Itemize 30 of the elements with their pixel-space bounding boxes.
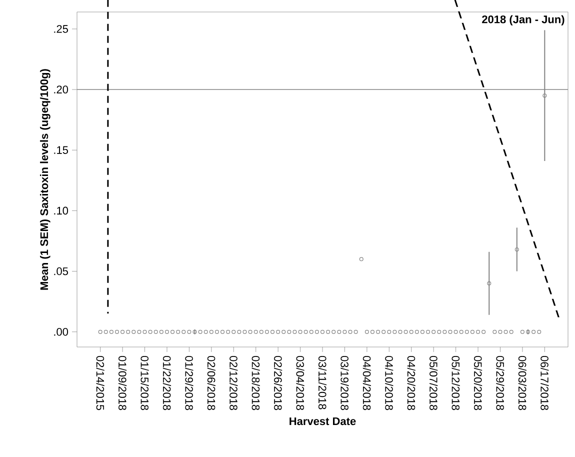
y-axis-title: Mean (1 SEM) Saxitoxin levels (ugeq/100g) [40,69,50,290]
x-tick-label: 02/06/2018 [207,356,216,410]
x-tick-label: 02/26/2018 [274,356,282,410]
x-tick-label: 06/03/2018 [518,356,526,410]
x-tick-label: 02/14/2015 [96,356,104,410]
y-tick-label: .25 [54,25,68,33]
x-axis-title: Harvest Date [290,417,356,426]
x-tick-label: 03/04/2018 [296,356,304,410]
annotation: 2018 (Jan - Jun) [482,15,564,26]
y-tick-label: .05 [54,267,68,276]
x-tick-label: 04/20/2018 [407,356,416,410]
x-tick-label: 04/04/2018 [362,356,371,410]
x-tick-label: 02/18/2018 [252,356,260,410]
x-tick-label: 05/29/2018 [496,356,504,410]
x-tick-label: 04/10/2018 [385,356,394,410]
x-tick-label: 02/12/2018 [230,356,238,410]
x-tick-label: 01/09/2018 [118,356,127,410]
x-tick-label: 05/12/2018 [452,356,460,410]
x-tick-label: 06/17/2018 [540,356,549,410]
x-tick-label: 01/29/2018 [185,356,194,410]
y-tick-label: .20 [54,86,68,94]
y-tick-label: .15 [54,146,68,154]
x-tick-label: 03/19/2018 [340,356,349,410]
x-tick-label: 01/15/2018 [140,356,149,410]
y-tick-label: .00 [54,328,68,336]
y-tick-label: .10 [54,206,68,215]
x-tick-label: 05/20/2018 [474,356,482,410]
x-tick-label: 05/07/2018 [430,356,438,410]
x-tick-label: 01/22/2018 [162,356,172,410]
x-tick-label: 03/11/2018 [318,356,327,410]
